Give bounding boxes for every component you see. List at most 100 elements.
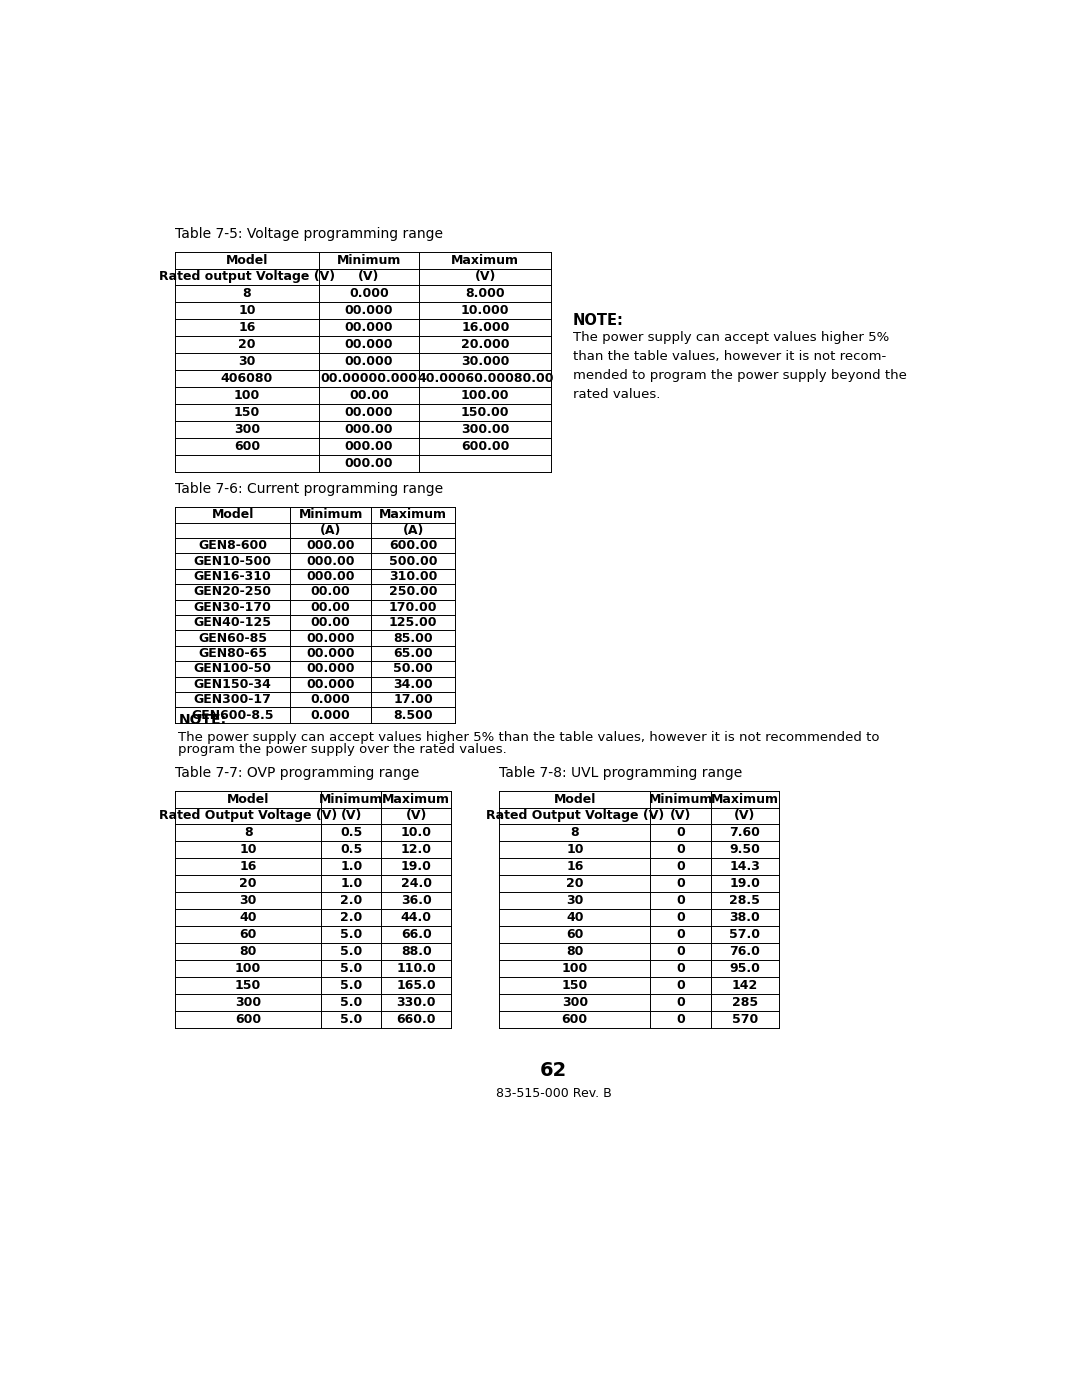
Text: 142: 142 <box>732 979 758 992</box>
Text: 10: 10 <box>239 305 256 317</box>
Text: GEN40-125: GEN40-125 <box>193 616 272 629</box>
Text: 5.0: 5.0 <box>340 996 363 1009</box>
Text: 00.00000.000: 00.00000.000 <box>321 372 418 386</box>
Text: 30.000: 30.000 <box>461 355 510 369</box>
Text: 60: 60 <box>240 928 257 942</box>
Text: 600: 600 <box>562 1013 588 1025</box>
Text: 80: 80 <box>240 944 257 958</box>
Text: 5.0: 5.0 <box>340 979 363 992</box>
Text: The power supply can accept values higher 5%
than the table values, however it i: The power supply can accept values highe… <box>572 331 907 401</box>
Text: Model: Model <box>226 253 268 267</box>
Text: NOTE:: NOTE: <box>572 313 624 328</box>
Text: 88.0: 88.0 <box>401 944 432 958</box>
Text: GEN150-34: GEN150-34 <box>193 678 271 690</box>
Text: 24.0: 24.0 <box>401 877 432 890</box>
Text: 20: 20 <box>240 877 257 890</box>
Text: GEN600-8.5: GEN600-8.5 <box>191 708 274 722</box>
Text: Minimum: Minimum <box>298 509 363 521</box>
Text: GEN8-600: GEN8-600 <box>198 539 267 552</box>
Text: 000.00: 000.00 <box>307 539 355 552</box>
Text: 330.0: 330.0 <box>396 996 436 1009</box>
Text: 125.00: 125.00 <box>389 616 437 629</box>
Text: 85.00: 85.00 <box>393 631 433 644</box>
Text: 66.0: 66.0 <box>401 928 432 942</box>
Text: GEN10-500: GEN10-500 <box>193 555 272 567</box>
Text: The power supply can accept values higher 5% than the table values, however it i: The power supply can accept values highe… <box>178 731 880 743</box>
Text: 00.00: 00.00 <box>311 616 351 629</box>
Text: (A): (A) <box>403 524 424 536</box>
Text: NOTE:: NOTE: <box>178 714 227 728</box>
Text: 2.0: 2.0 <box>340 894 363 907</box>
Text: 0: 0 <box>676 844 685 856</box>
Text: 95.0: 95.0 <box>729 963 760 975</box>
Text: 30: 30 <box>239 355 256 369</box>
Text: 83-515-000 Rev. B: 83-515-000 Rev. B <box>496 1087 611 1099</box>
Text: GEN100-50: GEN100-50 <box>193 662 272 675</box>
Text: (V): (V) <box>359 271 380 284</box>
Text: Table 7-5: Voltage programming range: Table 7-5: Voltage programming range <box>175 226 443 240</box>
Text: 600: 600 <box>235 1013 261 1025</box>
Text: 57.0: 57.0 <box>729 928 760 942</box>
Text: 44.0: 44.0 <box>401 911 432 925</box>
Text: 9.50: 9.50 <box>729 844 760 856</box>
Text: Table 7-7: OVP programming range: Table 7-7: OVP programming range <box>175 766 419 780</box>
Text: 00.00: 00.00 <box>311 585 351 598</box>
Text: 20: 20 <box>566 877 583 890</box>
Text: (V): (V) <box>406 809 427 823</box>
Text: 570: 570 <box>732 1013 758 1025</box>
Text: 170.00: 170.00 <box>389 601 437 613</box>
Text: Minimum: Minimum <box>319 792 383 806</box>
Text: 62: 62 <box>540 1060 567 1080</box>
Text: 10: 10 <box>240 844 257 856</box>
Text: 8: 8 <box>243 288 252 300</box>
Text: 7.60: 7.60 <box>729 827 760 840</box>
Text: 300: 300 <box>234 423 260 436</box>
Text: 80: 80 <box>566 944 583 958</box>
Text: 1.0: 1.0 <box>340 861 363 873</box>
Text: 12.0: 12.0 <box>401 844 432 856</box>
Text: 0.5: 0.5 <box>340 827 363 840</box>
Text: 600.00: 600.00 <box>389 539 437 552</box>
Text: 30: 30 <box>240 894 257 907</box>
Text: 38.0: 38.0 <box>730 911 760 925</box>
Text: 34.00: 34.00 <box>393 678 433 690</box>
Text: program the power supply over the rated values.: program the power supply over the rated … <box>178 743 508 756</box>
Text: 000.00: 000.00 <box>345 440 393 453</box>
Text: 0: 0 <box>676 1013 685 1025</box>
Text: 76.0: 76.0 <box>729 944 760 958</box>
Text: 285: 285 <box>732 996 758 1009</box>
Text: 8.000: 8.000 <box>465 288 505 300</box>
Text: Maximum: Maximum <box>451 253 519 267</box>
Text: (V): (V) <box>474 271 496 284</box>
Text: 00.00: 00.00 <box>349 388 389 402</box>
Text: GEN80-65: GEN80-65 <box>198 647 267 659</box>
Text: 0.000: 0.000 <box>311 693 351 707</box>
Text: 00.000: 00.000 <box>345 305 393 317</box>
Text: 310.00: 310.00 <box>389 570 437 583</box>
Text: 0.5: 0.5 <box>340 844 363 856</box>
Text: 00.000: 00.000 <box>345 321 393 334</box>
Text: 100: 100 <box>235 963 261 975</box>
Text: 50.00: 50.00 <box>393 662 433 675</box>
Text: 40: 40 <box>566 911 583 925</box>
Text: GEN60-85: GEN60-85 <box>198 631 267 644</box>
Text: 600: 600 <box>234 440 260 453</box>
Text: 19.0: 19.0 <box>729 877 760 890</box>
Text: 40: 40 <box>240 911 257 925</box>
Text: 8.500: 8.500 <box>393 708 433 722</box>
Text: 000.00: 000.00 <box>307 555 355 567</box>
Text: 40.00060.00080.00: 40.00060.00080.00 <box>417 372 554 386</box>
Text: 5.0: 5.0 <box>340 944 363 958</box>
Text: 0: 0 <box>676 877 685 890</box>
Text: 16.000: 16.000 <box>461 321 510 334</box>
Text: 660.0: 660.0 <box>396 1013 436 1025</box>
Text: 406080: 406080 <box>221 372 273 386</box>
Text: 00.000: 00.000 <box>307 631 355 644</box>
Text: 16: 16 <box>566 861 583 873</box>
Text: 10: 10 <box>566 844 583 856</box>
Text: Table 7-8: UVL programming range: Table 7-8: UVL programming range <box>499 766 743 780</box>
Text: 300: 300 <box>235 996 261 1009</box>
Text: (V): (V) <box>670 809 691 823</box>
Text: 10.000: 10.000 <box>461 305 510 317</box>
Text: 0: 0 <box>676 861 685 873</box>
